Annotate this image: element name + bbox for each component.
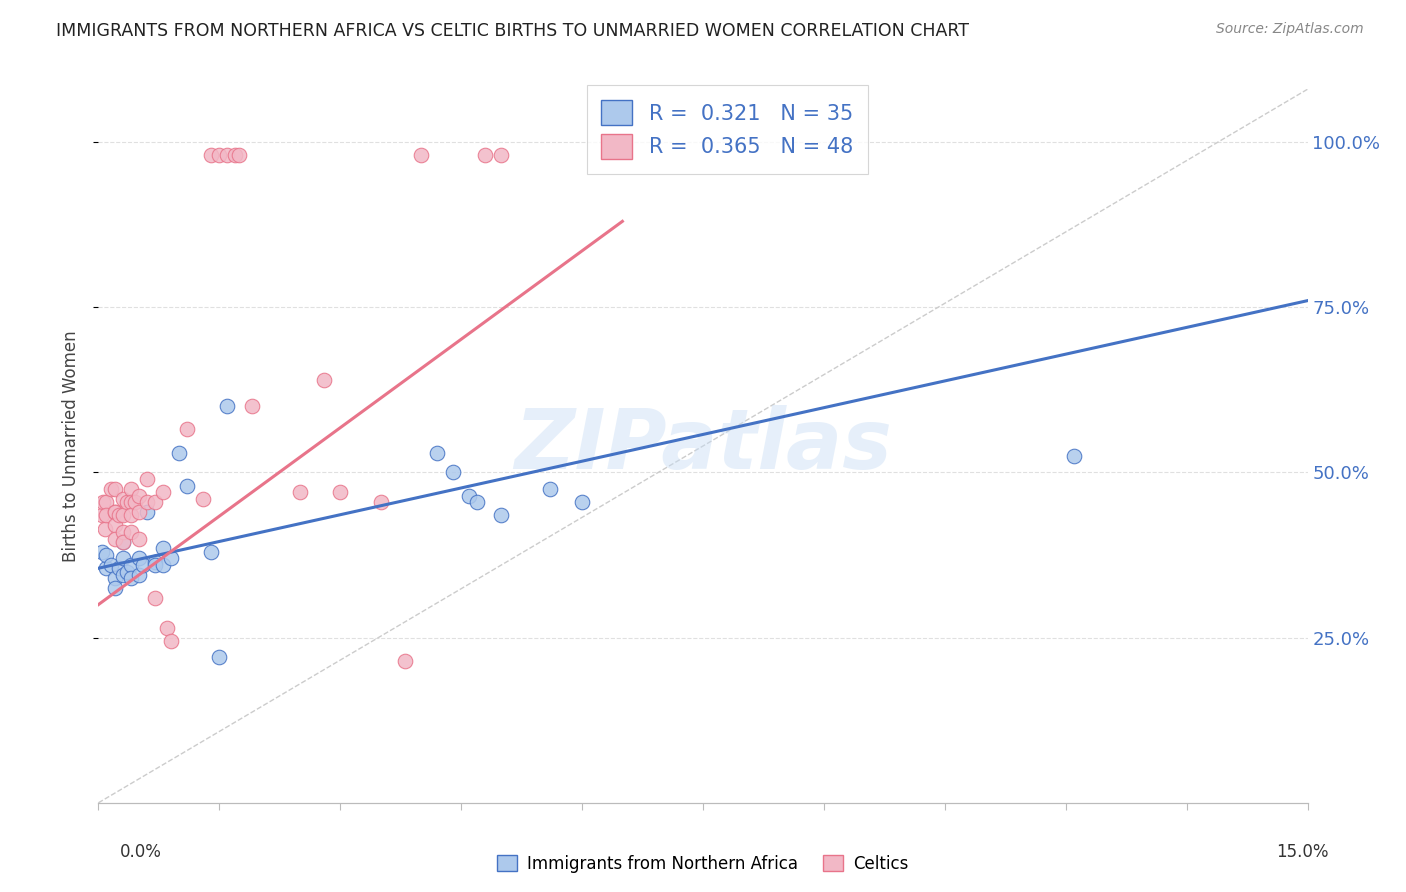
Point bbox=[120, 482, 142, 496]
Point bbox=[491, 148, 513, 162]
Point bbox=[120, 495, 142, 509]
Text: ZIPatlas: ZIPatlas bbox=[515, 406, 891, 486]
Point bbox=[96, 495, 118, 509]
Legend: R =  0.321   N = 35, R =  0.365   N = 48: R = 0.321 N = 35, R = 0.365 N = 48 bbox=[586, 86, 868, 174]
Point bbox=[107, 561, 129, 575]
Point bbox=[120, 524, 142, 539]
Point bbox=[1063, 449, 1085, 463]
Point bbox=[200, 148, 222, 162]
Point bbox=[135, 472, 157, 486]
Point bbox=[128, 505, 150, 519]
Point bbox=[111, 567, 134, 582]
Text: 15.0%: 15.0% bbox=[1277, 843, 1329, 861]
Point bbox=[152, 485, 174, 500]
Point bbox=[96, 548, 118, 562]
Point bbox=[107, 508, 129, 523]
Point bbox=[103, 505, 125, 519]
Point bbox=[167, 445, 190, 459]
Point bbox=[111, 508, 134, 523]
Legend: Immigrants from Northern Africa, Celtics: Immigrants from Northern Africa, Celtics bbox=[491, 848, 915, 880]
Point bbox=[538, 482, 561, 496]
Point bbox=[128, 551, 150, 566]
Point bbox=[143, 555, 166, 569]
Point bbox=[370, 495, 392, 509]
Point bbox=[571, 495, 593, 509]
Y-axis label: Births to Unmarried Women: Births to Unmarried Women bbox=[62, 330, 80, 562]
Point bbox=[96, 561, 118, 575]
Point bbox=[90, 508, 112, 523]
Point bbox=[143, 495, 166, 509]
Point bbox=[128, 532, 150, 546]
Point bbox=[217, 148, 239, 162]
Text: Source: ZipAtlas.com: Source: ZipAtlas.com bbox=[1216, 22, 1364, 37]
Point bbox=[143, 558, 166, 572]
Point bbox=[96, 508, 118, 523]
Point bbox=[124, 495, 146, 509]
Point bbox=[441, 466, 464, 480]
Point bbox=[100, 482, 122, 496]
Point bbox=[240, 400, 263, 414]
Point bbox=[111, 534, 134, 549]
Point bbox=[103, 581, 125, 595]
Point bbox=[160, 634, 183, 648]
Point bbox=[128, 489, 150, 503]
Point bbox=[103, 532, 125, 546]
Point bbox=[458, 489, 481, 503]
Point bbox=[426, 445, 449, 459]
Point bbox=[94, 522, 117, 536]
Point bbox=[176, 478, 198, 492]
Point bbox=[111, 551, 134, 566]
Point bbox=[288, 485, 311, 500]
Point bbox=[224, 148, 246, 162]
Point bbox=[160, 551, 183, 566]
Point bbox=[491, 508, 513, 523]
Point bbox=[103, 518, 125, 533]
Text: 0.0%: 0.0% bbox=[120, 843, 162, 861]
Point bbox=[103, 482, 125, 496]
Point bbox=[120, 571, 142, 585]
Point bbox=[228, 148, 250, 162]
Point bbox=[111, 534, 134, 549]
Point bbox=[465, 495, 488, 509]
Point bbox=[115, 495, 138, 509]
Point bbox=[152, 541, 174, 556]
Point bbox=[217, 400, 239, 414]
Point bbox=[111, 491, 134, 506]
Point bbox=[135, 495, 157, 509]
Point bbox=[111, 524, 134, 539]
Point bbox=[208, 148, 231, 162]
Point bbox=[143, 591, 166, 605]
Point bbox=[193, 491, 215, 506]
Point bbox=[135, 505, 157, 519]
Point bbox=[200, 545, 222, 559]
Point bbox=[208, 650, 231, 665]
Point bbox=[132, 558, 155, 572]
Point bbox=[103, 505, 125, 519]
Point bbox=[152, 558, 174, 572]
Point bbox=[100, 558, 122, 572]
Point bbox=[120, 508, 142, 523]
Point bbox=[176, 422, 198, 436]
Point bbox=[115, 565, 138, 579]
Text: IMMIGRANTS FROM NORTHERN AFRICA VS CELTIC BIRTHS TO UNMARRIED WOMEN CORRELATION : IMMIGRANTS FROM NORTHERN AFRICA VS CELTI… bbox=[56, 22, 969, 40]
Point bbox=[128, 567, 150, 582]
Point bbox=[394, 654, 416, 668]
Point bbox=[409, 148, 432, 162]
Point bbox=[314, 373, 336, 387]
Point bbox=[474, 148, 496, 162]
Point bbox=[91, 545, 114, 559]
Point bbox=[156, 621, 179, 635]
Point bbox=[329, 485, 352, 500]
Point bbox=[91, 495, 114, 509]
Point bbox=[103, 571, 125, 585]
Point bbox=[120, 558, 142, 572]
